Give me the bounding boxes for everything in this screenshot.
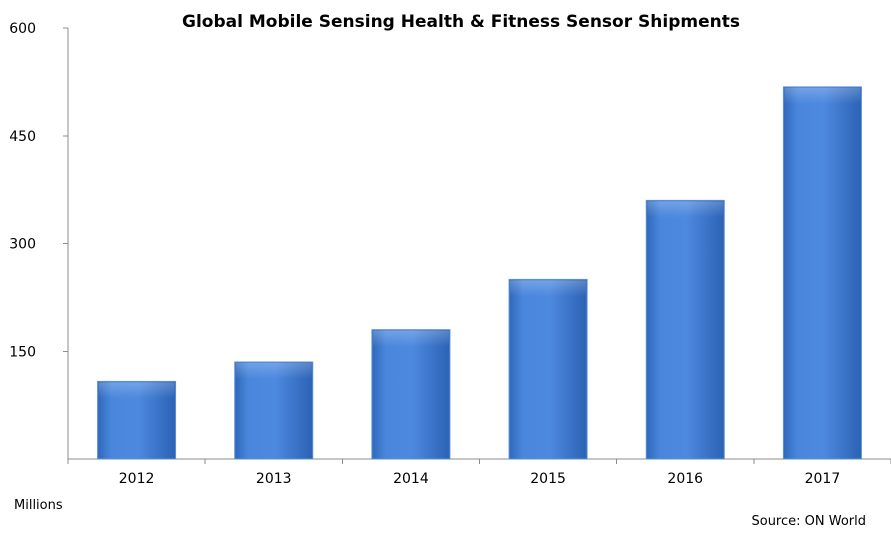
y-axis-unit-label: Millions	[14, 498, 63, 513]
x-axis-label-2015: 2015	[530, 471, 566, 487]
bar-highlight-2015	[510, 280, 587, 297]
x-axis-label-2017: 2017	[805, 471, 841, 487]
y-axis-tick-label: 300	[9, 237, 36, 253]
bar-highlight-2012	[98, 382, 175, 399]
bars-group	[97, 86, 862, 460]
bar-highlight-2014	[372, 330, 449, 347]
bar-highlight-2016	[647, 201, 724, 218]
bar-2016	[645, 199, 725, 460]
bar-highlight-2013	[235, 363, 312, 380]
y-axis-tick-label: 600	[9, 21, 36, 37]
chart-title: Global Mobile Sensing Health & Fitness S…	[182, 12, 740, 32]
x-axis-ticks	[67, 459, 891, 464]
y-axis-tick-label: 150	[9, 344, 36, 360]
y-axis-tick-label: 450	[9, 129, 36, 145]
x-axis-label-2016: 2016	[667, 471, 703, 487]
bar-2015	[508, 278, 588, 460]
source-label: Source: ON World	[751, 514, 866, 529]
bar-2017	[782, 86, 862, 460]
x-axis-labels: 2012 2013 2014 2015 2016 2017	[119, 471, 840, 487]
bar-highlight-2017	[784, 87, 861, 104]
x-axis-label-2013: 2013	[256, 471, 292, 487]
bar-2014	[371, 329, 451, 460]
x-axis-label-2012: 2012	[119, 471, 155, 487]
y-axis-ticks: 150 300 450 600	[9, 21, 68, 360]
x-axis-label-2014: 2014	[393, 471, 429, 487]
